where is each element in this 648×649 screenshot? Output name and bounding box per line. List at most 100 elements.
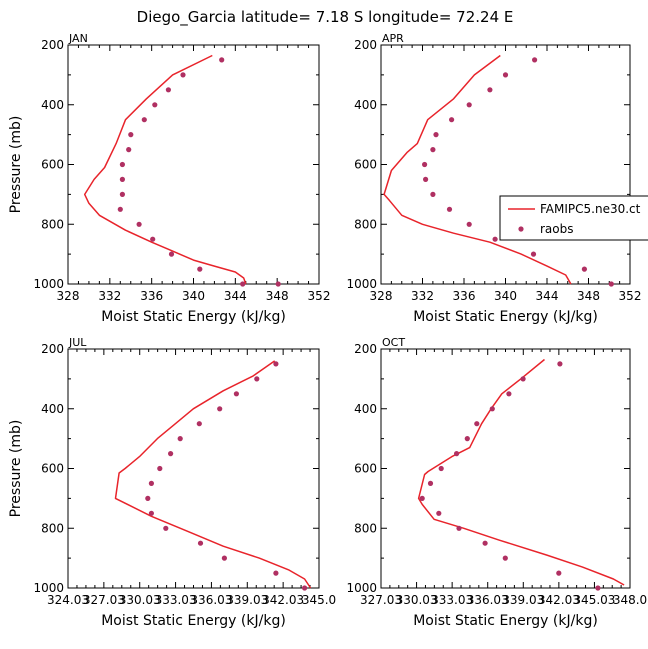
chart-panel-apr: APR 328 332 336 340 344 348 352 200 400 600 800 1000…: [346, 32, 641, 325]
x-tick-label: 344: [536, 289, 559, 303]
raobs-point: [119, 176, 125, 182]
raobs-point: [454, 451, 460, 457]
panel-label: OCT: [382, 336, 405, 349]
legend-raobs-label: raobs: [540, 222, 574, 236]
raobs-point: [608, 281, 614, 287]
raobs-point: [506, 391, 512, 397]
x-tick-label: 339.03: [226, 593, 268, 607]
raobs-point: [520, 376, 526, 382]
raobs-point: [136, 221, 142, 227]
raobs-point: [150, 236, 156, 242]
x-tick-label: 327.03: [83, 593, 125, 607]
x-tick-label: 345.0: [302, 593, 336, 607]
x-tick-label: 352: [619, 289, 642, 303]
raobs-point: [487, 87, 493, 93]
x-tick-label: 330.03: [396, 593, 438, 607]
raobs-point: [556, 570, 562, 576]
raobs-point: [466, 221, 472, 227]
raobs-point: [180, 72, 186, 78]
raobs-point: [430, 147, 436, 153]
raobs-point: [221, 555, 227, 561]
plot-frame: [67, 348, 320, 589]
raobs-point: [157, 465, 163, 472]
raobs-point: [119, 191, 125, 197]
raobs-point: [482, 540, 488, 546]
raobs-point: [466, 102, 472, 108]
x-tick-label: 340: [494, 289, 517, 303]
raobs-point: [217, 406, 223, 412]
plot-frame: [380, 348, 631, 589]
raobs-point: [427, 480, 434, 486]
raobs-point: [474, 421, 480, 427]
raobs-point: [163, 525, 169, 531]
raobs-point: [152, 102, 158, 108]
raobs-point: [197, 540, 204, 546]
raobs-point: [302, 585, 308, 591]
raobs-point: [240, 281, 246, 287]
x-tick-label: 339.03: [502, 593, 544, 607]
panel-label: JUL: [68, 336, 87, 349]
raobs-point: [168, 251, 175, 257]
x-tick-label: 342.03: [538, 593, 580, 607]
x-tick-label: 342.03: [262, 593, 304, 607]
x-axis-label: Moist Static Energy (kJ/kg): [101, 309, 286, 325]
y-tick-label: 800: [41, 217, 64, 231]
x-tick-label: 336: [140, 289, 163, 303]
legend-raobs-marker: [518, 226, 524, 232]
raobs-point: [196, 421, 202, 427]
raobs-point: [273, 570, 279, 576]
y-tick-label: 800: [354, 521, 377, 535]
raobs-point: [557, 361, 563, 367]
model-profile-line: [417, 358, 625, 586]
x-tick-label: 330.03: [119, 593, 161, 607]
raobs-point: [433, 132, 439, 138]
raobs-point: [119, 161, 125, 168]
chart-panels: JAN 328 332 336 340 344 348 352 200 400 600 800 1000…: [8, 32, 647, 629]
chart-panel-jul: JUL324.03327.03330.03333.03336.03339.033…: [8, 336, 336, 629]
x-tick-label: 348: [266, 289, 289, 303]
x-axis-label: Moist Static Energy (kJ/kg): [413, 613, 598, 629]
raobs-point: [275, 281, 281, 287]
raobs-point: [168, 451, 174, 457]
y-tick-label: 400: [41, 402, 64, 416]
raobs-point: [177, 436, 183, 442]
y-tick-label: 200: [354, 38, 377, 52]
raobs-point: [273, 361, 279, 367]
y-tick-label: 1000: [346, 277, 377, 291]
x-tick-label: 324.03: [47, 593, 89, 607]
raobs-point: [148, 480, 154, 486]
x-tick-label: 328: [370, 289, 393, 303]
x-axis-label: Moist Static Energy (kJ/kg): [413, 309, 598, 325]
x-tick-label: 333.03: [431, 593, 473, 607]
figure-title: Diego_Garcia latitude= 7.18 S longitude=…: [137, 8, 514, 27]
raobs-point: [148, 510, 154, 516]
raobs-point: [423, 176, 429, 182]
raobs-point: [492, 236, 498, 242]
raobs-point: [419, 495, 425, 501]
panel-label: APR: [382, 32, 404, 45]
x-axis-label: Moist Static Energy (kJ/kg): [101, 613, 286, 629]
raobs-point: [219, 57, 225, 63]
y-tick-label: 800: [354, 217, 377, 231]
raobs-point: [502, 72, 509, 78]
y-tick-label: 800: [41, 521, 64, 535]
model-profile-line: [114, 360, 312, 589]
raobs-point: [430, 191, 436, 197]
chart-panel-oct: OCT327.03330.03333.03336.03339.03342.033…: [346, 336, 647, 629]
y-tick-label: 400: [354, 98, 377, 112]
raobs-point: [141, 117, 147, 123]
y-tick-label: 600: [41, 158, 64, 172]
x-tick-label: 340: [182, 289, 205, 303]
x-tick-label: 328: [57, 289, 80, 303]
raobs-point: [502, 555, 508, 561]
y-axis-label: Pressure (mb): [8, 420, 24, 518]
raobs-point: [165, 87, 171, 93]
raobs-point: [464, 436, 470, 442]
y-tick-label: 1000: [346, 581, 377, 595]
model-profile-line: [383, 54, 572, 285]
raobs-point: [489, 406, 495, 412]
raobs-point: [128, 132, 134, 138]
raobs-point: [422, 161, 428, 168]
x-tick-label: 336: [453, 289, 476, 303]
